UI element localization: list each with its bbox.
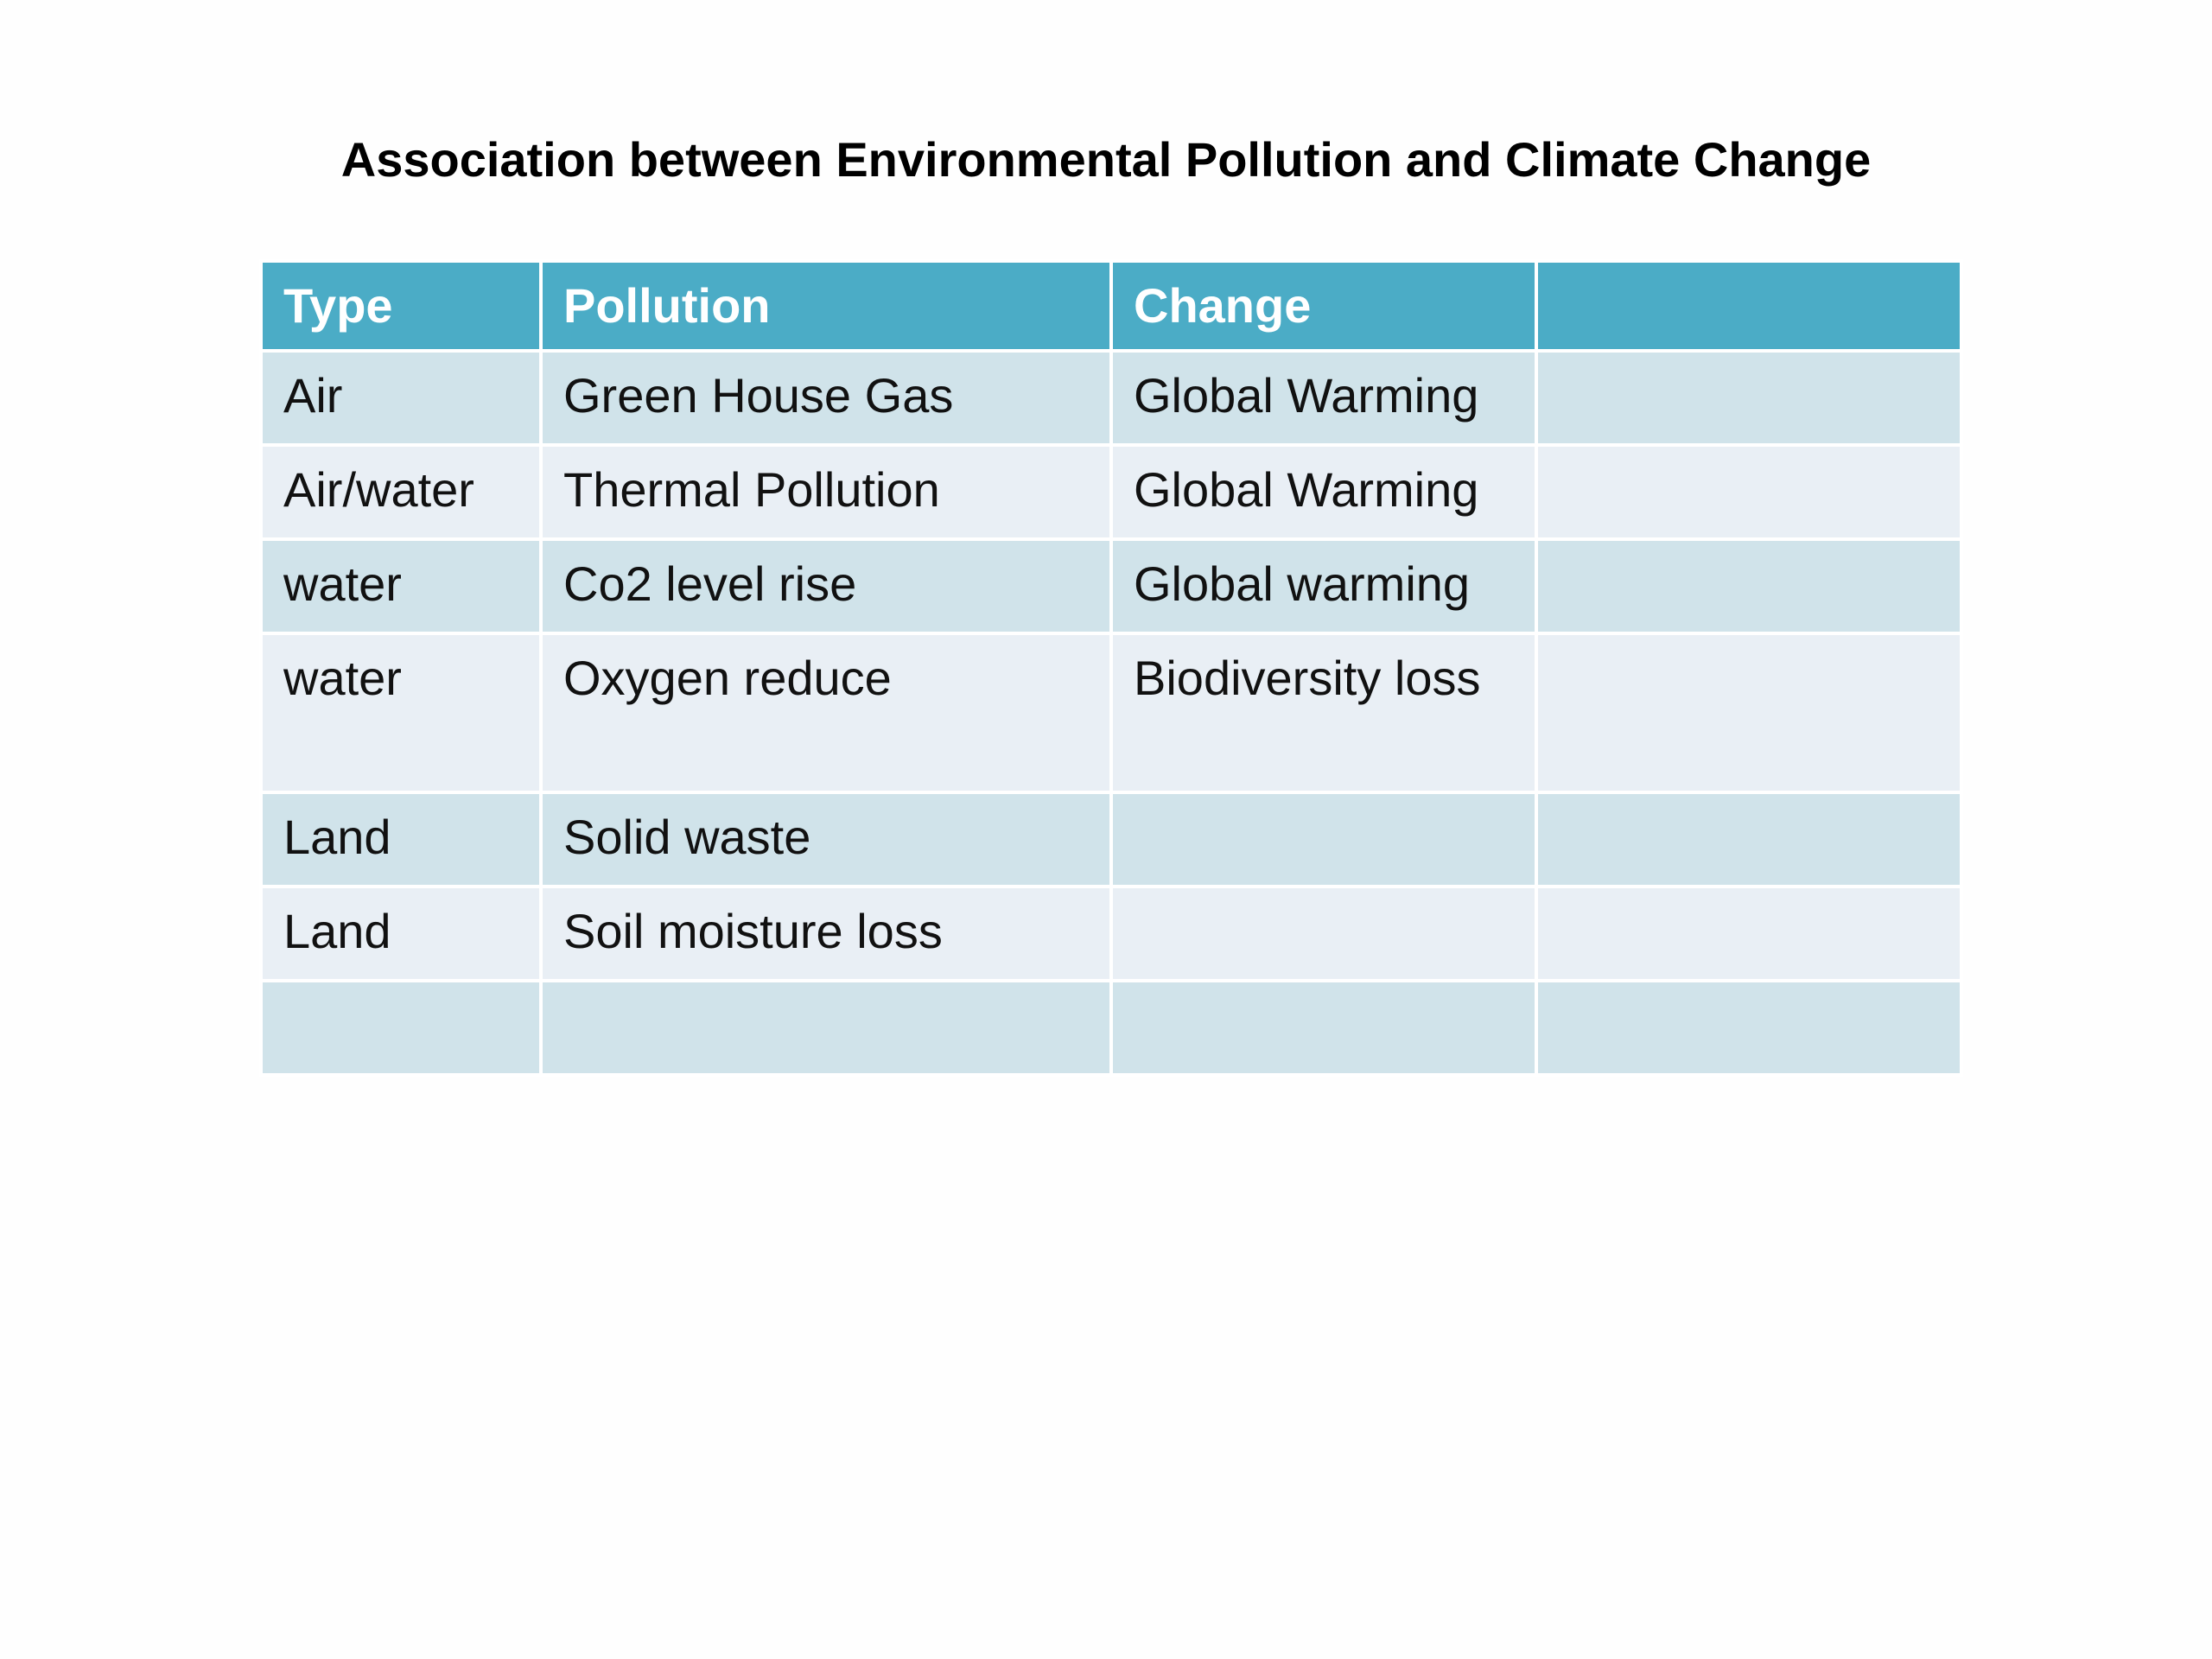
table-row: water Oxygen reduce Biodiversity loss xyxy=(259,632,1963,794)
table-cell-change xyxy=(1109,791,1538,888)
table-cell-blank xyxy=(1535,349,1963,447)
table-cell-change: Global Warming xyxy=(1109,443,1538,541)
table-cell-change: Biodiversity loss xyxy=(1109,632,1538,794)
table-cell-change xyxy=(1109,885,1538,982)
table-cell-type xyxy=(259,979,543,1077)
table-cell-type: Air xyxy=(259,349,543,447)
table-cell-type: water xyxy=(259,632,543,794)
table-cell-change: Global Warming xyxy=(1109,349,1538,447)
table-cell-pollution: Solid waste xyxy=(539,791,1113,888)
table-row: Air/water Thermal Pollution Global Warmi… xyxy=(259,443,1963,541)
table-cell-type: Land xyxy=(259,791,543,888)
table-row: Land Soil moisture loss xyxy=(259,885,1963,982)
table-cell-pollution: Soil moisture loss xyxy=(539,885,1113,982)
pollution-climate-table: Type Pollution Change Air Green House Ga… xyxy=(259,259,1963,1077)
table-row: Air Green House Gas Global Warming xyxy=(259,349,1963,447)
table-cell-blank xyxy=(1535,443,1963,541)
table-cell-blank xyxy=(1535,632,1963,794)
table-cell-change: Global warming xyxy=(1109,537,1538,635)
table-row: Land Solid waste xyxy=(259,791,1963,888)
table-row: water Co2 level rise Global warming xyxy=(259,537,1963,635)
table-cell-pollution: Green House Gas xyxy=(539,349,1113,447)
table-cell-blank xyxy=(1535,791,1963,888)
table-header-row: Type Pollution Change xyxy=(259,259,1963,353)
header-cell-blank xyxy=(1535,259,1963,353)
table-cell-change xyxy=(1109,979,1538,1077)
table-cell-pollution: Oxygen reduce xyxy=(539,632,1113,794)
table-cell-blank xyxy=(1535,979,1963,1077)
slide-title: Association between Environmental Pollut… xyxy=(340,132,1872,187)
table-cell-pollution xyxy=(539,979,1113,1077)
table-cell-type: Air/water xyxy=(259,443,543,541)
table-cell-blank xyxy=(1535,537,1963,635)
table-row xyxy=(259,979,1963,1077)
header-cell-change: Change xyxy=(1109,259,1538,353)
table-cell-blank xyxy=(1535,885,1963,982)
table-cell-type: Land xyxy=(259,885,543,982)
header-cell-type: Type xyxy=(259,259,543,353)
header-cell-pollution: Pollution xyxy=(539,259,1113,353)
table-cell-type: water xyxy=(259,537,543,635)
table-cell-pollution: Co2 level rise xyxy=(539,537,1113,635)
table-cell-pollution: Thermal Pollution xyxy=(539,443,1113,541)
